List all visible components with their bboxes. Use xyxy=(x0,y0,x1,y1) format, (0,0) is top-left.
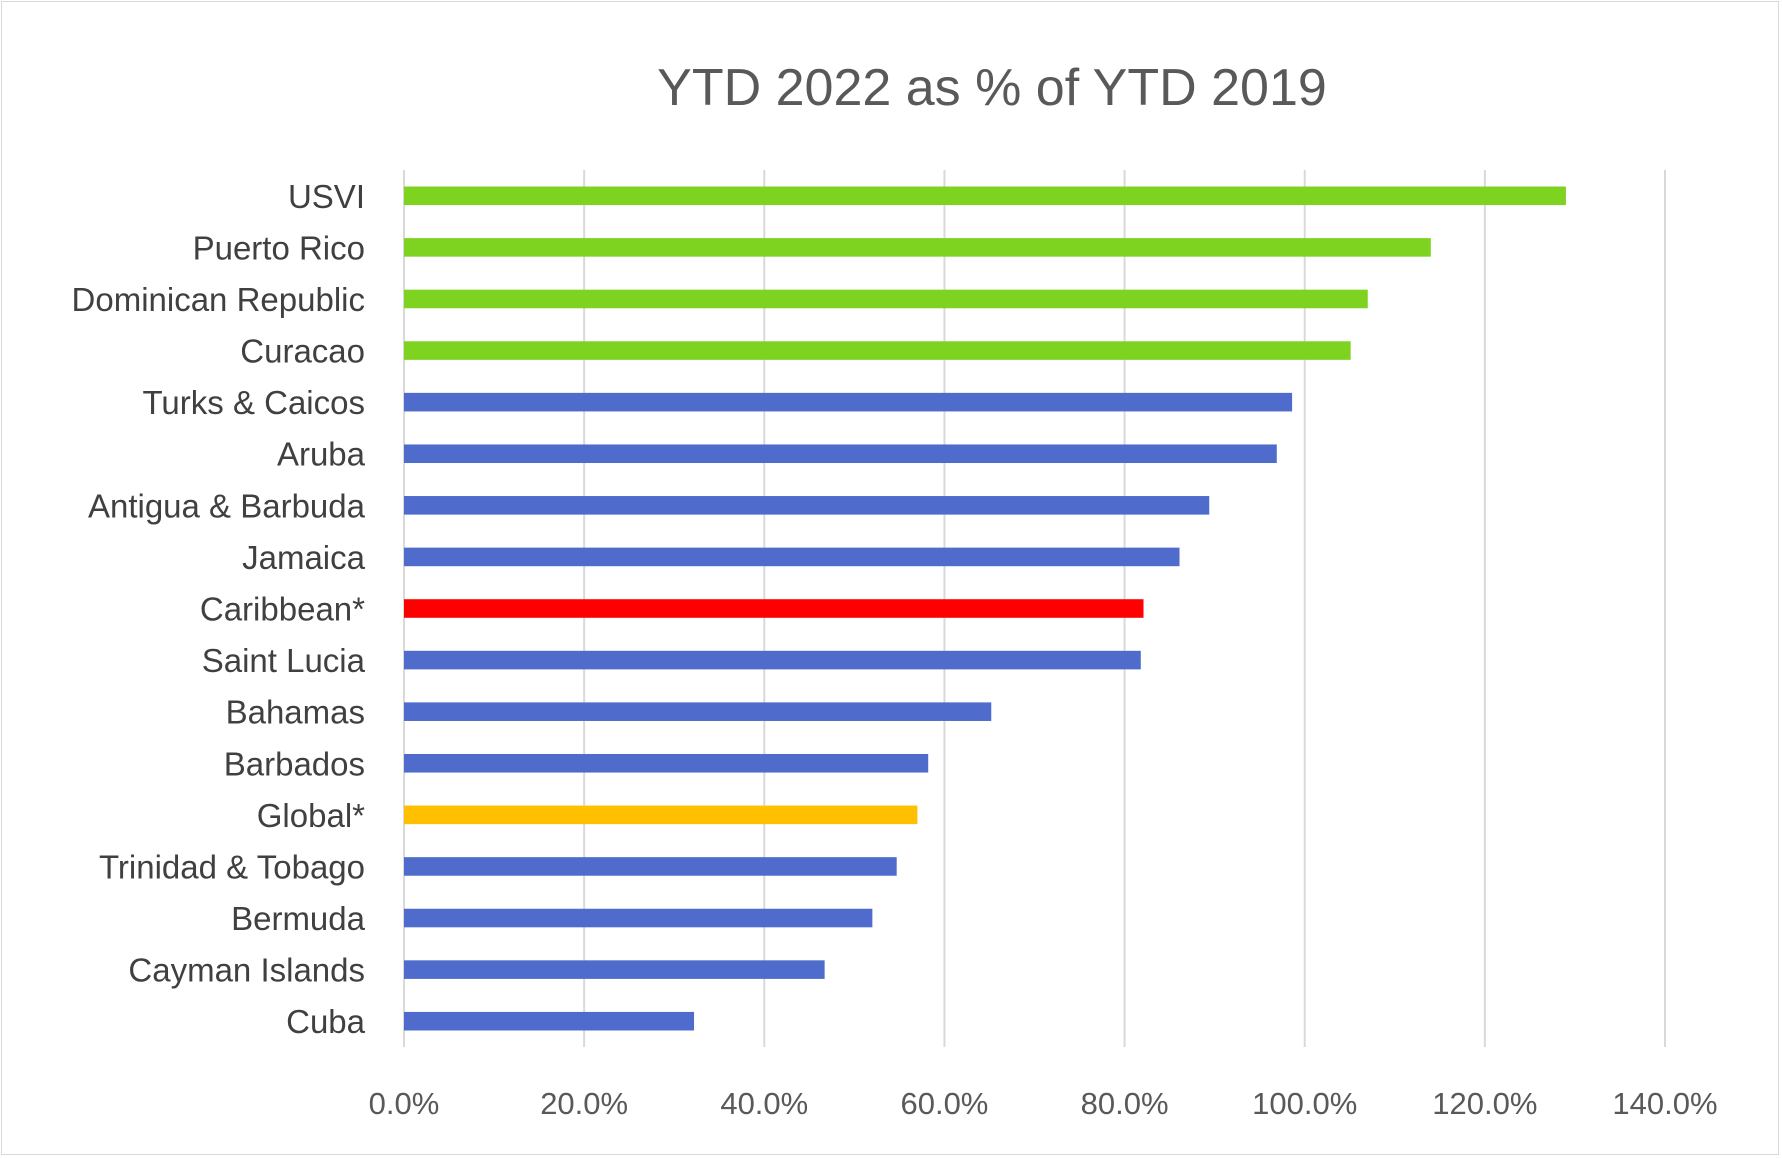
category-label: Saint Lucia xyxy=(202,642,366,679)
bar xyxy=(404,702,992,721)
category-label: Caribbean* xyxy=(200,591,365,628)
bar xyxy=(404,444,1277,464)
category-label: Trinidad & Tobago xyxy=(99,848,365,885)
bar xyxy=(404,289,1368,309)
category-label: Cayman Islands xyxy=(128,952,365,989)
bar xyxy=(404,238,1431,257)
bar xyxy=(404,186,1566,206)
bar xyxy=(404,341,1351,360)
x-tick-label: 60.0% xyxy=(900,1086,988,1121)
category-label: Dominican Republic xyxy=(72,281,365,318)
category-label: Cuba xyxy=(286,1003,366,1040)
bar xyxy=(404,1011,695,1031)
category-label: USVI xyxy=(288,178,365,215)
bar xyxy=(404,857,897,876)
bar xyxy=(404,547,1180,567)
bar xyxy=(404,496,1210,515)
x-tick-label: 20.0% xyxy=(540,1086,628,1121)
bars xyxy=(404,186,1566,1031)
bar xyxy=(404,650,1141,670)
x-tick-label: 120.0% xyxy=(1432,1086,1537,1121)
bar xyxy=(404,753,929,773)
x-tick-label: 100.0% xyxy=(1252,1086,1357,1121)
category-label: Bahamas xyxy=(226,694,365,731)
category-label: Global* xyxy=(257,797,365,834)
category-label: Puerto Rico xyxy=(193,229,365,266)
x-axis-tick-labels: 0.0% 20.0% 40.0% 60.0% 80.0% 100.0% 120.0% 140.… xyxy=(369,1086,1718,1121)
bar xyxy=(404,599,1144,618)
category-label: Barbados xyxy=(224,745,365,782)
chart-title: YTD 2022 as % of YTD 2019 xyxy=(657,59,1327,117)
category-label: Jamaica xyxy=(242,539,366,576)
category-label: Bermuda xyxy=(231,900,366,937)
x-tick-label: 80.0% xyxy=(1081,1086,1169,1121)
x-tick-label: 0.0% xyxy=(369,1086,440,1121)
bar xyxy=(404,960,825,979)
bar xyxy=(404,392,1293,412)
bar xyxy=(404,908,873,928)
category-label: Curacao xyxy=(240,333,365,370)
bar xyxy=(404,805,918,825)
category-label: Turks & Caicos xyxy=(143,384,366,421)
x-tick-label: 40.0% xyxy=(720,1086,808,1121)
category-label: Aruba xyxy=(277,436,366,473)
category-label: Antigua & Barbuda xyxy=(88,487,366,524)
category-labels: USVI Puerto Rico Dominican Republic Curacao… xyxy=(72,178,366,1040)
x-tick-label: 140.0% xyxy=(1612,1086,1717,1121)
